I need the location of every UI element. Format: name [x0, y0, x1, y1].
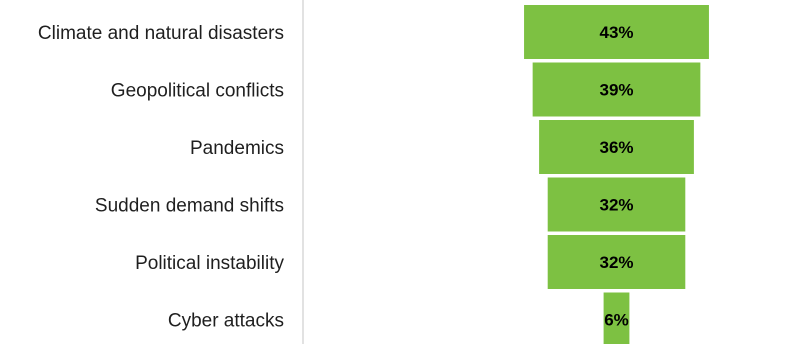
funnel-bar-6 [603, 292, 630, 344]
value-label-4: 32% [599, 196, 633, 215]
value-labels-group: 43% 39% 36% 32% 32% 6% [599, 23, 633, 330]
bars-group [524, 5, 709, 344]
value-label-1: 43% [599, 23, 633, 42]
value-label-5: 32% [599, 253, 633, 272]
funnel-bar-3 [539, 120, 694, 174]
funnel-bar-4 [547, 177, 686, 232]
value-label-3: 36% [599, 138, 633, 157]
category-label-4: Sudden demand shifts [95, 196, 284, 217]
category-label-6: Cyber attacks [168, 311, 284, 332]
value-label-2: 39% [599, 81, 633, 100]
category-label-3: Pandemics [190, 138, 284, 159]
category-label-2: Geopolitical conflicts [111, 81, 284, 102]
funnel-bar-1 [524, 5, 709, 59]
category-label-1: Climate and natural disasters [38, 23, 284, 44]
funnel-bar-5 [547, 235, 686, 289]
category-labels-group: Climate and natural disasters Geopolitica… [38, 23, 285, 332]
funnel-bar-2 [532, 62, 701, 117]
value-label-6: 6% [604, 311, 629, 330]
category-label-5: Political instability [135, 253, 284, 274]
